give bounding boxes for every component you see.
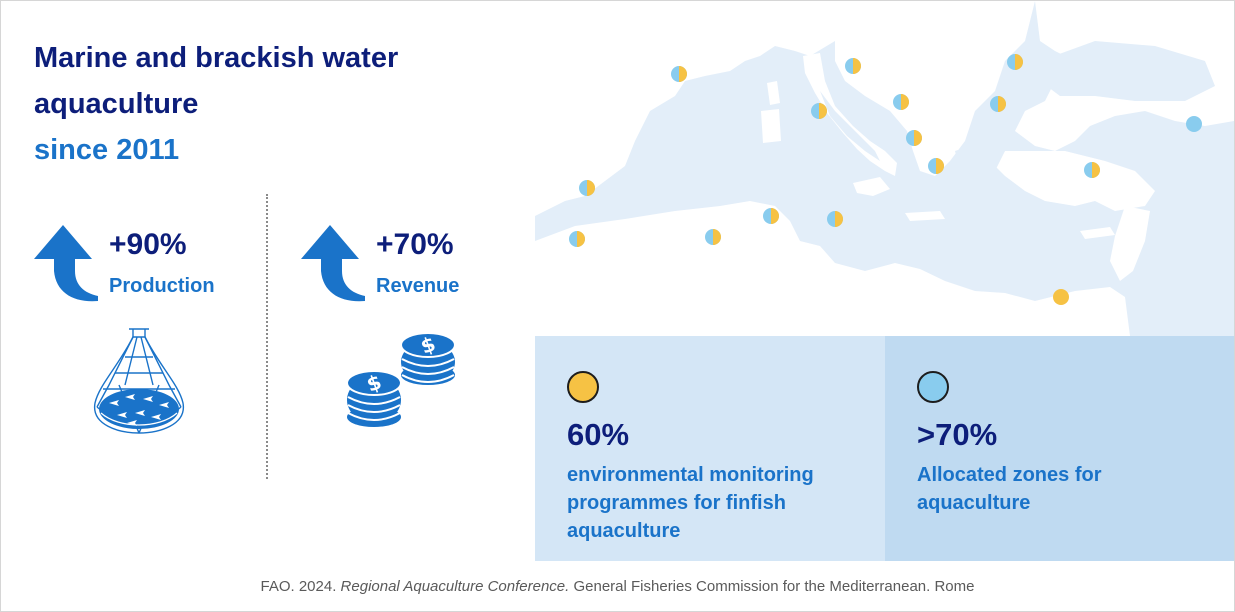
monitoring-text: environmental monitoring programmes for … — [567, 464, 814, 542]
legend-monitoring: 60% environmental monitoring programmes … — [535, 336, 885, 561]
revenue-label: Revenue — [376, 275, 460, 297]
map-svg — [535, 1, 1234, 336]
mediterranean-map — [535, 1, 1234, 336]
yellow-circle-icon — [567, 371, 599, 403]
production-value: +90% — [109, 228, 187, 261]
zones-text: Allocated zones for aquaculture — [917, 464, 1102, 514]
map-markers — [569, 54, 1202, 305]
fishing-net-icon — [94, 328, 184, 434]
zones-value: >70% — [917, 417, 998, 452]
blue-circle-icon — [917, 371, 949, 403]
revenue-value: +70% — [376, 228, 454, 261]
production-label: Production — [109, 275, 215, 297]
dollar-coins-icon: $ $ — [346, 331, 456, 427]
source-suffix: General Fisheries Commission for the Med… — [569, 578, 975, 595]
up-arrow-icon — [301, 225, 365, 302]
dotted-divider — [266, 194, 268, 479]
title-block: Marine and brackish water aquaculture si… — [34, 35, 398, 173]
monitoring-value: 60% — [567, 417, 630, 452]
legend-zones: >70% Allocated zones for aquaculture — [885, 336, 1234, 561]
title-since: since 2011 — [34, 134, 180, 166]
source-citation: FAO. 2024. Regional Aquaculture Conferen… — [1, 561, 1234, 611]
source-prefix: FAO. 2024. — [260, 578, 341, 595]
source-italic: Regional Aquaculture Conference. — [340, 578, 570, 595]
title-line-1: Marine and brackish water — [34, 42, 399, 74]
title-line-2: aquaculture — [34, 88, 199, 120]
up-arrow-icon — [34, 225, 98, 302]
